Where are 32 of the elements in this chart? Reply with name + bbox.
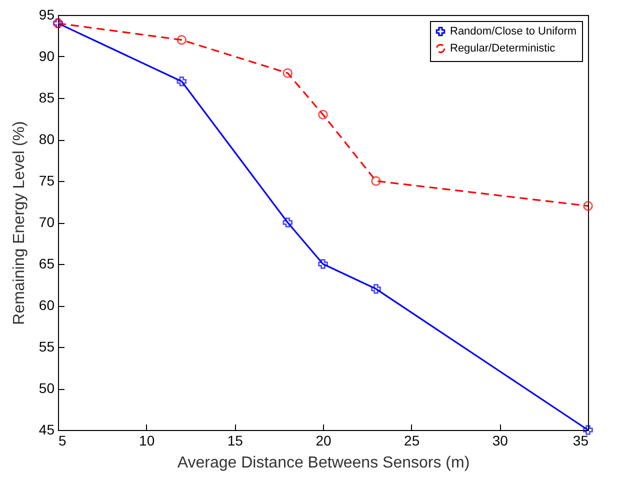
y-axis-title: Remaining Energy Level (%) <box>10 121 28 325</box>
x-tick-label: 25 <box>404 432 420 448</box>
x-tick-label: 30 <box>492 432 508 448</box>
point <box>583 201 593 211</box>
x-tick-label: 5 <box>58 432 66 448</box>
point <box>583 425 593 435</box>
y-tick-label: 95 <box>38 6 55 22</box>
y-tick-label: 85 <box>38 90 55 106</box>
x-axis-title: Average Distance Betweens Sensors (m) <box>177 454 470 472</box>
point <box>371 284 381 294</box>
x-tick-label: 20 <box>316 432 332 448</box>
y-tick-label: 55 <box>38 338 55 354</box>
point <box>176 35 187 45</box>
legend-label: Regular/Deterministic <box>450 42 556 54</box>
y-tick-label: 70 <box>38 214 55 230</box>
y-tick-label: 65 <box>38 256 55 272</box>
y-tick-label: 45 <box>38 422 55 438</box>
point <box>318 259 328 269</box>
legend-label: Random/Close to Uniform <box>450 26 577 38</box>
y-tick-label: 50 <box>38 380 55 396</box>
x-tick-label: 15 <box>227 432 244 448</box>
y-tick-label: 60 <box>38 297 55 313</box>
point <box>371 176 381 186</box>
y-tick-label: 90 <box>38 48 55 64</box>
point <box>176 76 187 86</box>
point <box>282 218 293 228</box>
y-tick-label: 80 <box>38 131 55 147</box>
y-tick-label: 75 <box>38 172 55 188</box>
x-tick-label: 10 <box>139 432 155 448</box>
x-tick-label: 35 <box>572 432 589 448</box>
point <box>282 68 293 78</box>
point <box>318 110 328 120</box>
